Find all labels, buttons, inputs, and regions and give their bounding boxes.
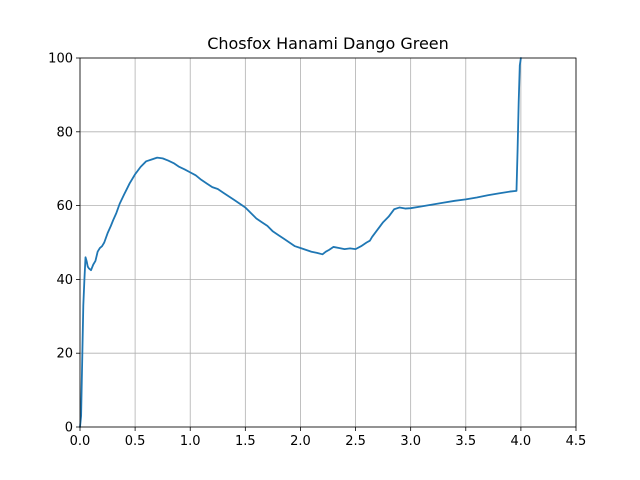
y-tick-label: 100 (48, 52, 73, 67)
y-axis-ticks: 0 20 40 60 80 100 (48, 52, 80, 436)
x-tick-label: 1.0 (180, 434, 201, 449)
plot-frame (79, 57, 577, 428)
y-tick-label: 20 (56, 347, 73, 362)
x-tick-label: 4.0 (511, 434, 532, 449)
x-tick-label: 3.5 (455, 434, 476, 449)
y-tick-label: 0 (65, 421, 73, 436)
y-tick-label: 40 (56, 273, 73, 288)
x-axis-ticks: 0.0 0.5 1.0 1.5 2.0 2.5 3.0 3.5 4.0 4.5 (70, 427, 587, 449)
x-tick-label: 1.5 (235, 434, 256, 449)
series-line (79, 57, 522, 428)
x-tick-label: 0.0 (70, 434, 91, 449)
x-tick-label: 4.5 (566, 434, 587, 449)
y-tick-label: 80 (56, 125, 73, 140)
y-tick-label: 60 (56, 199, 73, 214)
x-tick-label: 2.0 (290, 434, 311, 449)
series-layer (79, 57, 522, 428)
x-tick-label: 2.5 (345, 434, 366, 449)
chart-title: Chosfox Hanami Dango Green (207, 34, 449, 53)
x-tick-label: 0.5 (125, 434, 146, 449)
x-tick-label: 3.0 (400, 434, 421, 449)
